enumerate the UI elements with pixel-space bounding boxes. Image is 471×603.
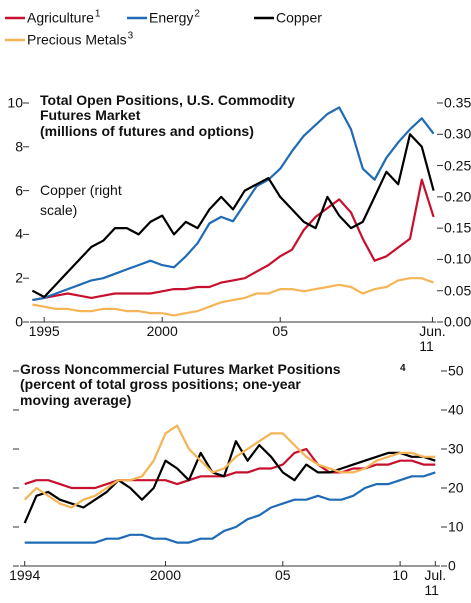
annotation: Copper (right scale): [40, 182, 122, 219]
y2-tick-label: 0.25: [444, 156, 471, 173]
y2-tick-label: 0.30: [444, 125, 471, 142]
y2-tick-label: 30: [448, 440, 464, 457]
x-tick-label: Jun. 11: [419, 323, 446, 355]
y2-tick-label: 0.20: [444, 188, 471, 205]
panel-subtitle: (millions of futures and options): [40, 122, 254, 139]
y-tick-label: 6: [15, 181, 23, 198]
y-tick-label: 0: [15, 313, 23, 330]
legend-label: Copper: [276, 9, 322, 26]
y-tick-label: 8: [15, 138, 23, 155]
series-line: [32, 106, 435, 302]
series-line: [24, 447, 436, 490]
legend-footnote: 3: [127, 30, 134, 42]
x-tick-label: 05: [272, 323, 288, 339]
y2-tick-label: 0.05: [444, 282, 471, 299]
title-footnote: 4: [400, 363, 406, 374]
x-tick-label: 1994: [9, 567, 41, 583]
y2-tick-label: 0: [448, 557, 456, 574]
x-tick-label: 2000: [146, 323, 178, 339]
series-line: [31, 133, 435, 299]
x-tick-label: 1995: [28, 323, 60, 339]
y2-tick-label: 0.10: [444, 250, 471, 267]
x-tick-label: 10: [392, 567, 408, 583]
y2-tick-label: 10: [448, 518, 464, 535]
panel-title: Gross Noncommercial Futures Market Posit…: [20, 361, 341, 377]
x-tick-label: Jul. 11: [424, 567, 447, 599]
y-tick-label: 2: [15, 269, 23, 286]
series-line: [23, 424, 436, 509]
y-tick-label: 4: [15, 225, 23, 242]
x-tick-label: 05: [274, 567, 291, 583]
legend-label: Energy: [149, 9, 194, 26]
series-line: [32, 178, 435, 302]
legend-label: Precious Metals: [27, 31, 127, 48]
series-line: [32, 277, 434, 317]
panel-title: Total Open Positions, U.S. Commodity Fut…: [40, 92, 295, 124]
y2-tick-label: 0.35: [444, 94, 471, 111]
legend-label: Agriculture: [27, 9, 94, 26]
y2-tick-label: 20: [448, 479, 464, 496]
series-line: [24, 471, 436, 544]
legend-footnote: 2: [194, 8, 200, 20]
y2-tick-label: 0.00: [444, 313, 471, 330]
series-line: [23, 440, 436, 524]
y2-tick-label: 50: [448, 362, 464, 379]
x-tick-label: 2000: [149, 567, 182, 583]
panel-subtitle: (percent of total gross positions; one-y…: [20, 376, 301, 408]
y2-tick-label: 40: [448, 401, 464, 418]
legend-footnote: 1: [94, 8, 101, 20]
y2-tick-label: 0.15: [444, 219, 471, 236]
y-tick-label: 10: [7, 94, 23, 111]
